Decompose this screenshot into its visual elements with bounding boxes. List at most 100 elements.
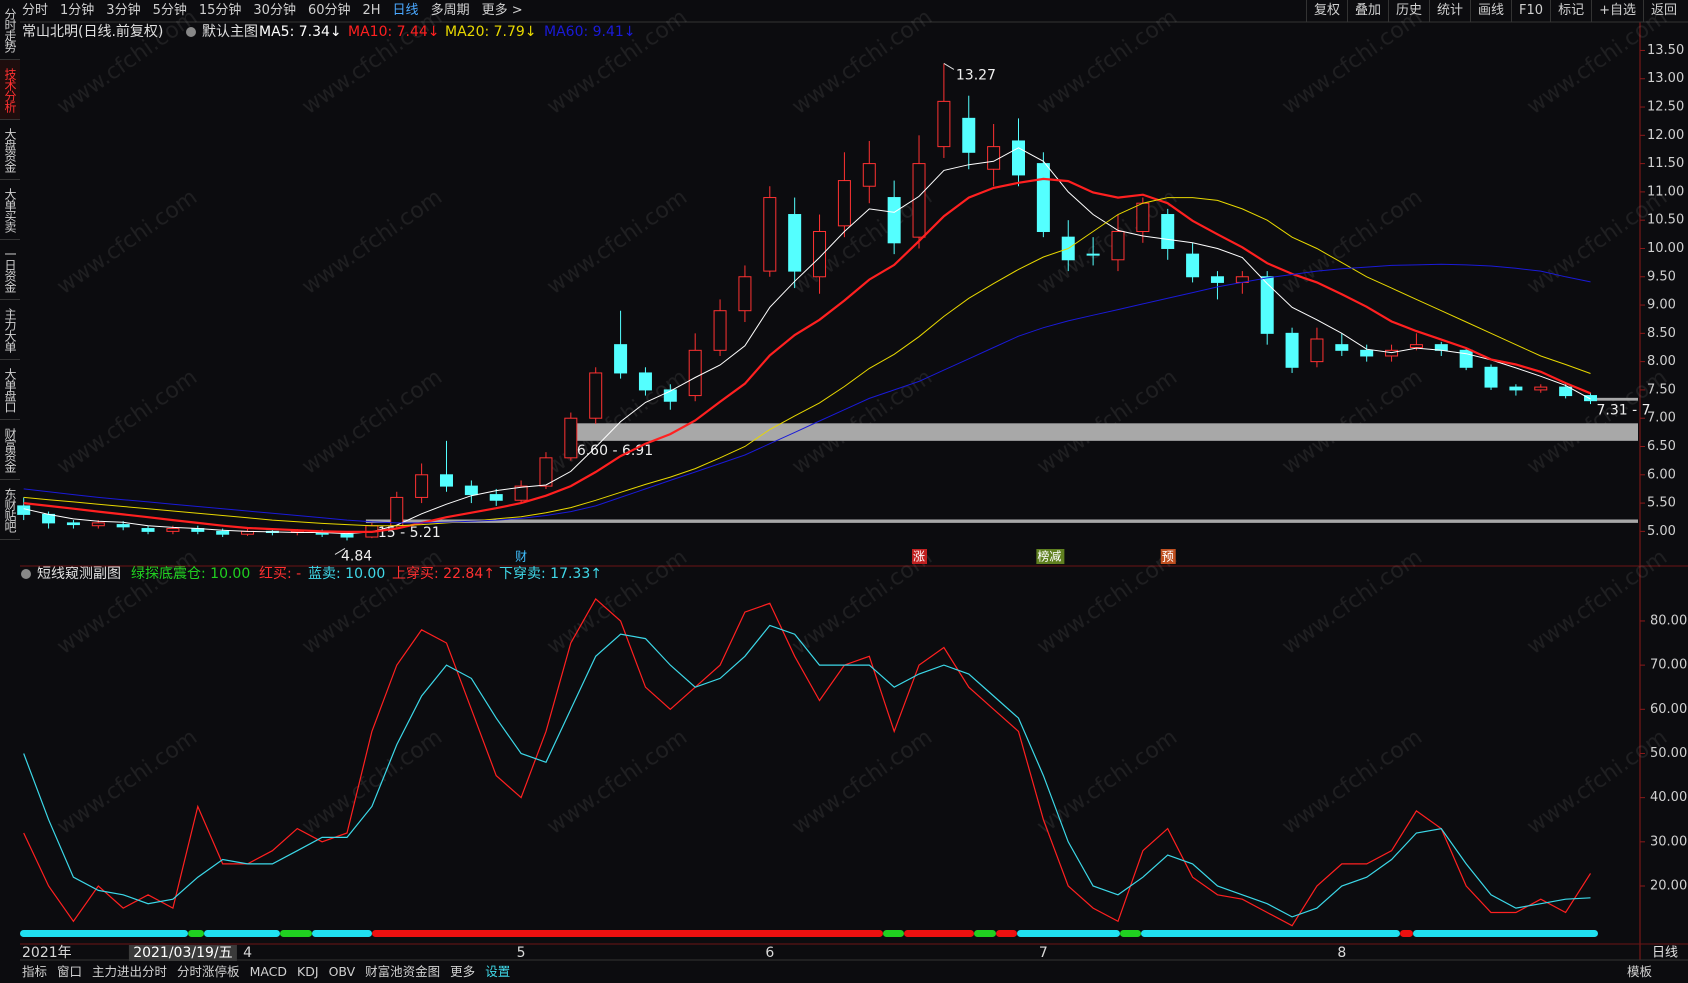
watermark: www.cfchi.com	[1033, 365, 1182, 480]
period-tab[interactable]: 1分钟	[60, 3, 95, 18]
bottom-tab[interactable]: KDJ	[297, 964, 319, 979]
candle-body	[962, 117, 976, 153]
side-tab[interactable]: 大盘资金	[0, 120, 20, 180]
candle-body	[1409, 344, 1423, 348]
tool-button[interactable]: 统计	[1429, 0, 1470, 22]
strip-segment	[1017, 930, 1120, 937]
candle-body	[1584, 395, 1598, 402]
candle-body	[141, 528, 155, 532]
bottom-tab[interactable]: OBV	[328, 964, 356, 979]
leader	[334, 547, 346, 555]
template-name[interactable]: 默认主图	[202, 24, 258, 40]
candle-body	[564, 417, 578, 459]
signal: 财	[515, 550, 527, 564]
watermark: www.cfchi.com	[788, 725, 937, 840]
candle-body	[1484, 366, 1498, 388]
candle-body	[1559, 386, 1573, 397]
candle-body	[638, 372, 652, 391]
x-tick-label: 2021年	[22, 945, 72, 961]
candle-body	[91, 522, 105, 527]
candle-body	[738, 276, 752, 312]
bottom-tab[interactable]: 财富池资金图	[365, 964, 441, 979]
band-label: 7.31 - 7	[1597, 403, 1651, 419]
strip-segment	[904, 930, 974, 937]
y-tick-label: 60.00	[1650, 702, 1687, 717]
y-tick-label: 8.00	[1647, 354, 1676, 369]
side-tab[interactable]: 分时走势	[0, 0, 20, 60]
strip-segment	[996, 930, 1017, 937]
bottom-tab[interactable]: 设置	[485, 964, 511, 979]
tool-button[interactable]: 画线	[1470, 0, 1511, 22]
candle-body	[489, 494, 503, 501]
bottom-tab[interactable]: 分时涨停板	[177, 964, 240, 979]
watermark: www.cfchi.com	[298, 185, 447, 300]
tool-button[interactable]: 复权	[1305, 0, 1347, 22]
y-tick-label: 9.00	[1647, 298, 1676, 313]
watermark: www.cfchi.com	[53, 725, 202, 840]
menu-icon[interactable]	[21, 569, 31, 579]
signal: 榜减	[1037, 549, 1061, 564]
legend-entry: MA60: 9.41↓	[544, 24, 636, 40]
tool-button[interactable]: +自选	[1591, 0, 1643, 22]
side-tab[interactable]: 财富资金	[0, 420, 20, 480]
candle-body	[1534, 386, 1548, 391]
watermark: www.cfchi.com	[1278, 365, 1427, 480]
candle-body	[937, 100, 951, 148]
strip-segment	[20, 930, 188, 937]
period-tab[interactable]: 更多 >	[481, 3, 523, 18]
side-tab[interactable]: 一日资金	[0, 240, 20, 300]
bottom-tab[interactable]: 主力进出分时	[92, 964, 168, 979]
sub-title: 短线窥测副图	[37, 565, 121, 582]
bottom-tab[interactable]: MACD	[249, 964, 288, 979]
signal-bg	[1036, 549, 1065, 564]
bottom-tab[interactable]: 更多	[450, 964, 476, 979]
candle-body	[813, 231, 827, 278]
y-tick-label: 7.50	[1647, 382, 1676, 397]
y-tick-label: 8.50	[1647, 326, 1676, 341]
period-tab[interactable]: 分时	[22, 3, 49, 18]
watermark: www.cfchi.com	[298, 725, 447, 840]
side-tab[interactable]: 技术分析	[0, 60, 20, 120]
candle-body	[340, 533, 354, 538]
price-band	[365, 519, 1638, 523]
candle-body	[837, 180, 851, 227]
y-tick-label: 50.00	[1650, 746, 1687, 761]
tool-button[interactable]: 历史	[1387, 0, 1429, 22]
strip-segment	[280, 930, 312, 937]
menu-icon[interactable]	[186, 27, 196, 37]
cursor-label: 2021/03/19/五	[133, 945, 232, 961]
y-tick-label: 10.50	[1647, 213, 1684, 228]
tool-button[interactable]: 叠加	[1346, 0, 1388, 22]
period-tab[interactable]: 30分钟	[253, 3, 296, 18]
side-tab[interactable]: 东财贴吧	[0, 480, 20, 540]
y-tick-label: 11.50	[1647, 156, 1684, 171]
tool-button[interactable]: 标记	[1550, 0, 1591, 22]
period-tab[interactable]: 5分钟	[152, 3, 187, 18]
period-tab[interactable]: 15分钟	[198, 3, 242, 18]
candle-body	[42, 513, 56, 524]
template-button[interactable]: 模板	[1626, 964, 1652, 979]
y-tick-label: 7.00	[1647, 411, 1676, 426]
x-tick-label: 6	[765, 945, 774, 961]
period-tab[interactable]: 3分钟	[106, 3, 141, 18]
period-tab[interactable]: 多周期	[430, 3, 470, 18]
indicator-label: 下穿卖: 17.33↑	[499, 566, 602, 582]
tool-button[interactable]: F10	[1511, 0, 1550, 22]
period-tab[interactable]: 日线	[392, 3, 419, 18]
period-tab[interactable]: 2H	[362, 3, 381, 18]
indicator-line	[23, 597, 1592, 927]
tool-button[interactable]: 返回	[1642, 0, 1684, 22]
period-tab[interactable]: 60分钟	[307, 3, 351, 18]
candle-body	[216, 530, 230, 535]
strip-segment	[883, 930, 904, 937]
bottom-tab[interactable]: 窗口	[57, 964, 83, 979]
watermark: www.cfchi.com	[53, 185, 202, 300]
side-tab[interactable]: 大单买卖	[0, 180, 20, 240]
signal-bg	[1160, 549, 1176, 564]
side-tab[interactable]: 大单盘口	[0, 360, 20, 420]
price-band	[564, 423, 1638, 441]
side-tab[interactable]: 主力大单	[0, 300, 20, 360]
price-band	[1584, 397, 1638, 401]
bottom-tab[interactable]: 指标	[22, 964, 48, 979]
